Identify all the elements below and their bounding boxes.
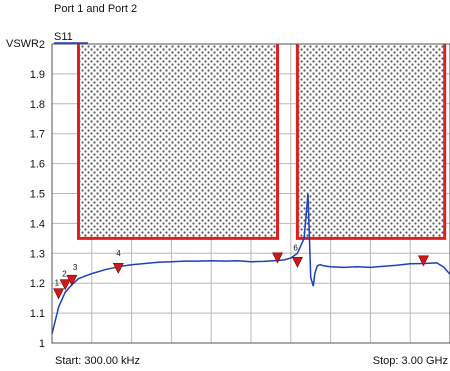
- chart-title: Port 1 and Port 2: [54, 3, 137, 15]
- x-stop-label: Stop: 3.00 GHz: [373, 355, 448, 367]
- limit-mask-fill: [78, 44, 278, 239]
- marker-label-4: 4: [116, 249, 121, 258]
- marker-1: [53, 288, 65, 300]
- y-tick-label: 1.2: [30, 278, 45, 290]
- y-tick-label: 1.6: [30, 159, 45, 171]
- axis-layer: 1 1.1 1.2 1.3 1.4 1.5 1.6 1.7 1.8 1.9 2: [30, 39, 450, 350]
- marker-label-3: 3: [73, 263, 78, 272]
- x-start-label: Start: 300.00 kHz: [55, 355, 140, 367]
- marker-layer: 123 4 6: [53, 243, 429, 300]
- marker-4: [112, 262, 124, 274]
- y-tick-label: 1.5: [30, 189, 45, 201]
- y-tick-label: 2: [39, 39, 45, 51]
- limit-mask-fill: [297, 44, 445, 239]
- marker-2: [59, 279, 71, 291]
- limit-mask: [76, 44, 447, 240]
- marker-7: [417, 255, 429, 267]
- plot-frame: [51, 43, 450, 344]
- limit-mask-line: [295, 44, 447, 240]
- y-tick-label: 1.7: [30, 129, 45, 141]
- limit-mask-line: [76, 44, 280, 240]
- marker-3: [66, 274, 78, 286]
- marker-label-1: 1: [55, 279, 60, 288]
- y-tick-label: 1.8: [30, 99, 45, 111]
- marker-6: [291, 256, 303, 268]
- y-tick-label: 1.4: [30, 218, 45, 230]
- y-tick-label: 1.9: [30, 69, 45, 81]
- y-tick-label: 1.1: [30, 308, 45, 320]
- y-axis-label: VSWR: [6, 38, 39, 50]
- y-tick-label: 1.3: [30, 248, 45, 260]
- legend-series-label: S11: [54, 31, 73, 43]
- y-tick-label: 1: [39, 338, 45, 350]
- marker-label-6: 6: [293, 243, 298, 252]
- marker-5: [272, 252, 284, 264]
- marker-label-2: 2: [62, 270, 67, 279]
